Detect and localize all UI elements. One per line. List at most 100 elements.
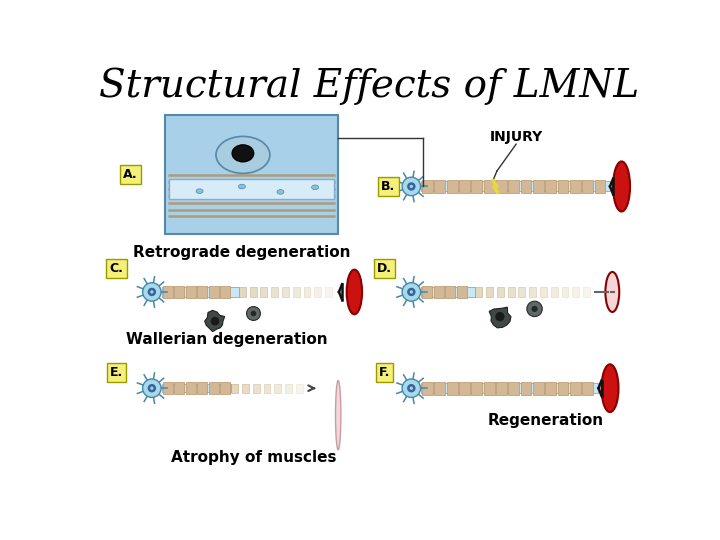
Text: D.: D. (377, 262, 392, 275)
Circle shape (402, 283, 420, 301)
Text: E.: E. (110, 366, 123, 379)
Bar (304, 287, 310, 297)
Bar (572, 287, 579, 297)
Bar (296, 383, 303, 393)
Bar (447, 382, 457, 395)
Bar (168, 179, 334, 199)
Bar (174, 286, 184, 298)
Bar (250, 287, 256, 297)
Circle shape (402, 177, 420, 195)
Bar (475, 287, 482, 297)
Bar (459, 382, 470, 395)
Bar (484, 180, 495, 193)
Bar (508, 180, 519, 193)
Text: Regeneration: Regeneration (488, 413, 604, 428)
Text: A.: A. (123, 167, 138, 181)
Bar (570, 180, 581, 193)
Bar (445, 286, 455, 298)
Text: F.: F. (379, 366, 390, 379)
Circle shape (408, 288, 415, 295)
Bar (521, 180, 531, 193)
Bar (165, 115, 338, 234)
Bar (253, 383, 260, 393)
Bar (508, 382, 519, 395)
Ellipse shape (312, 185, 318, 190)
Text: Wallerian degeneration: Wallerian degeneration (126, 333, 328, 347)
Bar (595, 180, 606, 193)
Bar (186, 382, 196, 394)
Bar (285, 383, 292, 393)
Text: Retrograde degeneration: Retrograde degeneration (133, 245, 351, 260)
Bar (472, 382, 482, 395)
Bar (484, 382, 495, 395)
Circle shape (410, 387, 413, 390)
Circle shape (148, 384, 156, 391)
Bar (486, 287, 493, 297)
Ellipse shape (277, 190, 284, 194)
Bar (163, 382, 173, 394)
Bar (186, 286, 196, 298)
Bar (282, 287, 289, 297)
Bar (293, 287, 300, 297)
Ellipse shape (336, 381, 341, 450)
Bar (242, 383, 249, 393)
Circle shape (143, 283, 161, 301)
Circle shape (251, 310, 256, 316)
Bar (540, 287, 547, 297)
Polygon shape (204, 310, 225, 332)
Text: Structural Effects of LMNL: Structural Effects of LMNL (99, 68, 639, 105)
Bar (533, 382, 544, 395)
Bar (558, 180, 568, 193)
Text: Atrophy of muscles: Atrophy of muscles (171, 450, 336, 465)
Ellipse shape (216, 137, 270, 173)
Bar (220, 382, 230, 394)
Bar (162, 287, 239, 296)
Circle shape (527, 301, 542, 316)
Circle shape (143, 379, 161, 397)
Bar (459, 180, 470, 193)
Text: INJURY: INJURY (490, 130, 543, 144)
Bar (496, 382, 507, 395)
Text: B.: B. (381, 180, 395, 193)
Bar (497, 287, 504, 297)
Ellipse shape (601, 364, 618, 412)
Bar (209, 286, 219, 298)
Circle shape (531, 306, 538, 312)
Circle shape (148, 288, 156, 295)
Circle shape (150, 291, 153, 294)
Bar (174, 382, 184, 394)
Bar (220, 286, 230, 298)
Bar (315, 287, 321, 297)
Bar (582, 180, 593, 193)
Circle shape (495, 312, 505, 321)
Bar (496, 180, 507, 193)
Bar (472, 180, 482, 193)
Bar (447, 180, 457, 193)
Bar (551, 287, 558, 297)
Bar (545, 382, 556, 395)
Ellipse shape (196, 189, 203, 193)
Bar (422, 382, 433, 395)
Bar (197, 286, 207, 298)
Bar (261, 287, 267, 297)
Bar (325, 287, 332, 297)
Bar (558, 382, 568, 395)
Ellipse shape (613, 161, 630, 212)
Bar (521, 382, 531, 395)
Bar (545, 180, 556, 193)
Circle shape (408, 384, 415, 391)
Bar (533, 180, 544, 193)
Bar (421, 287, 475, 296)
Circle shape (410, 291, 413, 294)
Bar (583, 287, 590, 297)
Bar (434, 382, 445, 395)
Ellipse shape (346, 269, 362, 314)
Bar (239, 287, 246, 297)
Circle shape (150, 387, 153, 390)
Bar (421, 181, 610, 192)
Bar (508, 287, 515, 297)
Bar (434, 180, 445, 193)
Bar (274, 383, 282, 393)
Bar (456, 286, 467, 298)
Bar (433, 286, 444, 298)
